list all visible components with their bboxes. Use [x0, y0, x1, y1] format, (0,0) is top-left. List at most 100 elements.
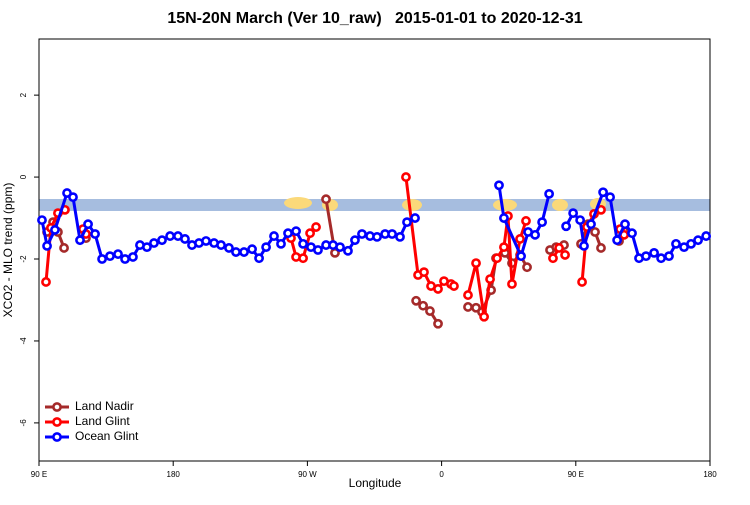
point: [41, 277, 51, 287]
point: [357, 229, 367, 239]
point: [560, 250, 570, 260]
point: [596, 243, 606, 253]
point: [142, 242, 152, 253]
point: [239, 247, 249, 257]
point: [522, 262, 532, 273]
point: [401, 172, 411, 182]
point: [612, 235, 623, 246]
point: [620, 219, 630, 230]
land-shape: [493, 199, 517, 211]
point: [521, 216, 531, 226]
legend-label: Ocean Glint: [75, 429, 139, 443]
point: [113, 249, 123, 259]
point: [68, 192, 78, 203]
point: [224, 243, 234, 253]
point: [568, 208, 579, 219]
point: [693, 235, 703, 246]
x-axis-label: Longitude: [349, 476, 402, 490]
point: [298, 238, 308, 249]
point: [627, 228, 637, 239]
point: [165, 231, 175, 241]
point: [313, 245, 323, 255]
point: [42, 241, 52, 251]
y-tick-label: -2: [19, 255, 28, 263]
point: [59, 243, 69, 253]
point: [605, 192, 615, 203]
point: [554, 243, 564, 253]
point: [305, 228, 315, 239]
point: [276, 238, 286, 249]
y-tick-label: -4: [19, 337, 28, 345]
point: [261, 242, 271, 253]
point: [499, 213, 509, 223]
point: [75, 235, 85, 246]
legend-marker: [52, 432, 62, 442]
point: [298, 253, 308, 264]
legend-label: Land Nadir: [75, 399, 134, 413]
point: [664, 251, 674, 262]
x-tick-label: 0: [439, 470, 444, 479]
point: [410, 213, 420, 223]
point: [463, 302, 473, 312]
point: [180, 234, 190, 244]
land-shape: [402, 199, 422, 211]
point: [479, 311, 489, 322]
point: [411, 295, 422, 306]
point: [311, 222, 321, 232]
legend-label: Land Glint: [75, 414, 130, 428]
point: [149, 238, 159, 248]
point: [507, 279, 517, 289]
x-tick-label: 90 E: [31, 470, 47, 479]
point: [530, 229, 540, 240]
point: [372, 231, 382, 242]
x-tick-label: 90 E: [568, 470, 584, 479]
point: [544, 188, 555, 199]
point: [216, 240, 226, 250]
point: [656, 253, 666, 264]
point: [449, 281, 459, 291]
point: [105, 251, 115, 262]
point: [641, 251, 651, 262]
point: [321, 194, 331, 205]
point: [561, 221, 572, 232]
y-tick-label: 0: [19, 174, 28, 179]
point: [485, 274, 495, 284]
point: [492, 253, 502, 264]
point: [402, 217, 412, 228]
y-axis-label: XCO2 - MLO trend (ppm): [1, 183, 15, 318]
point: [247, 244, 257, 255]
point: [433, 284, 443, 294]
chart-title: 15N-20N March (Ver 10_raw) 2015-01-01 to…: [167, 10, 582, 27]
point: [201, 236, 211, 246]
x-tick-label: 180: [167, 470, 181, 479]
point: [598, 187, 608, 198]
point: [433, 318, 443, 329]
point: [537, 217, 548, 228]
point: [120, 254, 130, 264]
point: [586, 219, 596, 230]
x-tick-label: 90 W: [298, 470, 317, 479]
point: [283, 228, 293, 239]
point: [499, 242, 509, 253]
point: [418, 300, 429, 311]
point: [395, 231, 405, 242]
point: [463, 290, 473, 300]
point: [254, 253, 264, 264]
y-tick-label: -6: [19, 419, 28, 427]
point: [97, 254, 107, 264]
point: [350, 235, 360, 246]
point: [128, 252, 138, 262]
point: [387, 229, 397, 239]
point: [231, 247, 241, 257]
point: [515, 234, 525, 244]
point: [419, 267, 429, 278]
point: [577, 277, 587, 287]
point: [83, 219, 93, 230]
point: [516, 251, 526, 262]
land-shape: [552, 199, 568, 211]
point: [157, 235, 167, 246]
point: [590, 227, 600, 237]
point: [50, 225, 60, 235]
point: [494, 180, 504, 191]
